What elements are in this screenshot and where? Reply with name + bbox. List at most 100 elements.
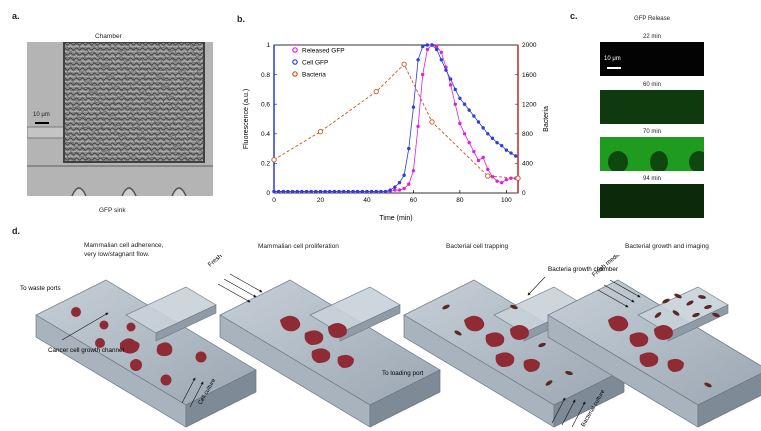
point-cell-gfp: [421, 44, 425, 49]
stage2-channel: [219, 279, 441, 428]
point-cell-gfp: [342, 189, 346, 194]
stage3-title: Bacterial cell trapping: [446, 243, 509, 250]
point-cell-gfp: [272, 189, 276, 194]
gfp-chart: 0 20 40 60 80 100 0 0.2 0.4 0.6 0.8 1 0 400 800 1200 160…: [243, 42, 550, 222]
point-cell-gfp: [351, 189, 355, 194]
point-cell-gfp: [504, 148, 509, 152]
frame-time-60: 60 min: [642, 82, 661, 88]
panel-d-label: d.: [12, 226, 20, 236]
point-cell-gfp: [346, 189, 351, 194]
stage1-channel: [35, 279, 257, 428]
waste-ports-label: To waste ports: [20, 285, 61, 292]
point-cell-gfp: [402, 173, 406, 177]
point-released-gfp: [425, 47, 430, 52]
point-bacteria: [485, 173, 491, 179]
point-cell-gfp: [379, 189, 383, 194]
point-cell-gfp: [486, 132, 490, 136]
point-cell-gfp: [309, 189, 313, 194]
point-cell-gfp: [286, 189, 290, 194]
point-cell-gfp: [360, 189, 365, 194]
scalebar-c-label: 10 μm: [604, 56, 621, 62]
point-cell-gfp: [281, 189, 285, 194]
point-cell-gfp: [444, 68, 448, 72]
point-cell-gfp: [276, 189, 281, 194]
y-tick-label: 0: [266, 190, 270, 197]
y-right-tick-label: 1600: [522, 72, 537, 79]
point-cell-gfp: [365, 189, 369, 194]
point-released-gfp: [421, 72, 425, 77]
point-released-gfp: [500, 180, 504, 185]
series-line-cell-gfp: [274, 44, 516, 192]
y-tick-label: 0.2: [261, 161, 270, 168]
chamber-caption: Chamber: [95, 33, 122, 40]
point-cell-gfp: [453, 87, 457, 92]
point-cell-gfp: [467, 108, 471, 112]
micrograph-image: [26, 41, 213, 197]
point-bacteria: [317, 128, 324, 135]
point-bacteria: [515, 175, 521, 181]
point-cell-gfp: [369, 189, 374, 194]
point-cell-gfp: [448, 77, 453, 81]
y-tick-label: 1: [266, 42, 270, 49]
point-bacteria: [429, 119, 435, 125]
point-cell-gfp: [495, 140, 499, 145]
x-tick-label: 0: [272, 197, 276, 204]
point-released-gfp: [476, 158, 481, 163]
point-cell-gfp: [462, 102, 467, 106]
point-cell-gfp: [476, 120, 481, 124]
point-released-gfp: [407, 182, 411, 186]
point-cell-gfp: [332, 189, 337, 194]
legend-marker-bacteria: [292, 71, 298, 77]
y-tick-label: 0.6: [261, 101, 270, 108]
x-tick-label: 20: [317, 197, 325, 204]
y-tick-label: 0.8: [261, 72, 270, 79]
point-released-gfp: [411, 169, 416, 173]
panel-b-label: b.: [237, 14, 245, 24]
point-cell-gfp: [328, 189, 332, 194]
point-cell-gfp: [472, 114, 476, 118]
point-cell-gfp: [388, 188, 392, 192]
y-right-axis-label: Bacteria: [543, 106, 550, 132]
point-bacteria: [401, 61, 407, 67]
frame-time-22: 22 min: [642, 34, 661, 40]
point-cell-gfp: [393, 185, 397, 189]
legend: Released GFP Cell GFP Bacteria: [292, 47, 345, 79]
point-released-gfp: [495, 179, 499, 183]
gfp-frame-94: [600, 184, 704, 218]
point-cell-gfp: [434, 47, 439, 52]
point-cell-gfp: [509, 151, 513, 155]
point-cell-gfp: [500, 143, 504, 148]
point-released-gfp: [439, 50, 444, 55]
point-released-gfp: [448, 83, 453, 87]
loading-port-label: To loading port: [382, 370, 424, 377]
series-line-released-gfp: [274, 44, 516, 192]
point-bacteria: [271, 157, 277, 163]
gfp-release-title: GFP Release: [634, 16, 670, 22]
x-tick-label: 100: [501, 197, 512, 204]
point-released-gfp: [458, 121, 462, 126]
point-released-gfp: [402, 186, 406, 191]
point-cell-gfp: [416, 58, 420, 62]
point-cell-gfp: [439, 58, 444, 62]
gfp-frame-22: 10 μm: [600, 42, 704, 76]
plot-frame: [273, 44, 519, 194]
gfp-frame-70: [600, 137, 704, 171]
point-released-gfp: [481, 155, 485, 160]
y-tick-label: 0.4: [261, 131, 270, 138]
point-cell-gfp: [411, 105, 416, 109]
point-released-gfp: [462, 132, 467, 136]
point-cell-gfp: [304, 189, 309, 194]
point-released-gfp: [393, 188, 397, 192]
stage4-channel: [547, 279, 761, 428]
x-tick-label: 40: [363, 197, 371, 204]
point-released-gfp: [504, 177, 509, 182]
stage3-channel: [403, 279, 625, 428]
x-axis-label: Time (min): [379, 215, 412, 222]
stage2-title: Mammalian cell proliferation: [258, 243, 339, 250]
panel-a-label: a.: [12, 11, 20, 21]
point-released-gfp: [486, 167, 490, 172]
point-cell-gfp: [318, 189, 323, 194]
point-cell-gfp: [290, 189, 295, 194]
point-cell-gfp: [383, 189, 388, 194]
legend-marker-cell: [292, 59, 298, 65]
